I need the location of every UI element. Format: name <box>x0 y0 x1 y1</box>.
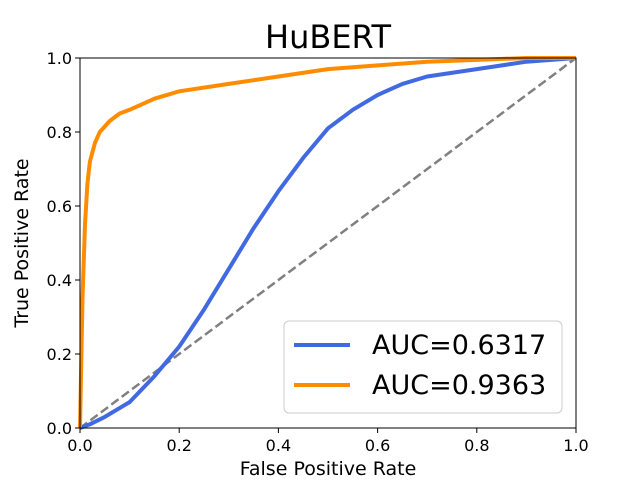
y-tick-label: 1.0 <box>47 49 72 68</box>
legend-label-series-1: AUC=0.6317 <box>372 330 546 361</box>
x-tick-label: 0.6 <box>365 436 390 455</box>
y-axis-label: True Positive Rate <box>11 158 33 328</box>
legend: AUC=0.6317 AUC=0.9363 <box>283 320 563 414</box>
x-axis-ticks: 0.0 0.2 0.4 0.6 0.8 1.0 <box>67 428 589 455</box>
chart-title: HuBERT <box>265 18 391 56</box>
legend-label-series-2: AUC=0.9363 <box>372 370 546 401</box>
x-tick-label: 0.4 <box>266 436 291 455</box>
roc-curve-series-2 <box>78 56 576 429</box>
chance-diagonal-line <box>79 56 577 430</box>
x-tick-label: 0.0 <box>67 436 92 455</box>
y-tick-label: 0.0 <box>47 419 72 438</box>
x-tick-label: 1.0 <box>563 436 588 455</box>
roc-curve-series-1 <box>79 56 577 430</box>
y-tick-label: 0.4 <box>47 271 72 290</box>
legend-box <box>283 320 563 414</box>
y-tick-label: 0.6 <box>47 197 72 216</box>
x-tick-label: 0.8 <box>464 436 489 455</box>
y-axis-ticks: 0.0 0.2 0.4 0.6 0.8 1.0 <box>47 49 80 438</box>
plot-lines <box>78 56 577 430</box>
y-tick-label: 0.8 <box>47 123 72 142</box>
x-tick-label: 0.2 <box>166 436 191 455</box>
x-axis-label: False Positive Rate <box>240 458 417 480</box>
y-tick-label: 0.2 <box>47 345 72 364</box>
plot-frame <box>79 57 577 429</box>
